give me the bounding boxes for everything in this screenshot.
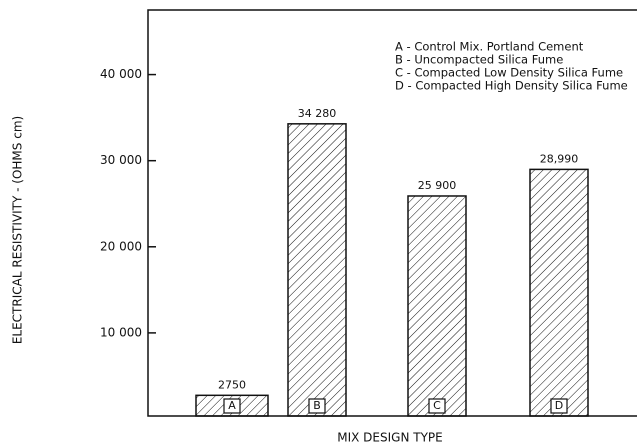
category-box xyxy=(550,398,568,414)
x-tick-label: D xyxy=(555,399,563,412)
legend-entry: A - Control Mix. Portland Cement xyxy=(395,40,584,54)
x-axis-label: MIX DESIGN TYPE xyxy=(337,431,442,445)
y-tick-label: 40 000 xyxy=(100,67,142,81)
category-box xyxy=(428,398,446,414)
bar xyxy=(407,195,467,417)
category-box xyxy=(223,398,241,414)
value-label: 34 280 xyxy=(298,107,337,120)
legend-entry: C - Compacted Low Density Silica Fume xyxy=(395,66,623,80)
value-label: 28,990 xyxy=(540,152,579,165)
y-axis-label: ELECTRICAL RESISTIVITY - (OHMS cm) xyxy=(11,116,25,344)
x-tick-label: B xyxy=(313,399,321,412)
y-tick-label: 30 000 xyxy=(100,153,142,167)
bar xyxy=(529,168,589,417)
plot-frame xyxy=(147,9,637,417)
category-box xyxy=(308,398,326,414)
bar xyxy=(287,123,347,417)
x-tick-label: A xyxy=(228,399,236,412)
legend-entry: B - Uncompacted Silica Fume xyxy=(395,53,563,67)
y-tick-label: 10 000 xyxy=(100,325,142,339)
y-tick-label: 20 000 xyxy=(100,239,142,253)
x-tick-label: C xyxy=(433,399,441,412)
value-label: 25 900 xyxy=(418,179,457,192)
legend-entry: D - Compacted High Density Silica Fume xyxy=(395,79,628,93)
value-label: 2750 xyxy=(218,378,246,391)
